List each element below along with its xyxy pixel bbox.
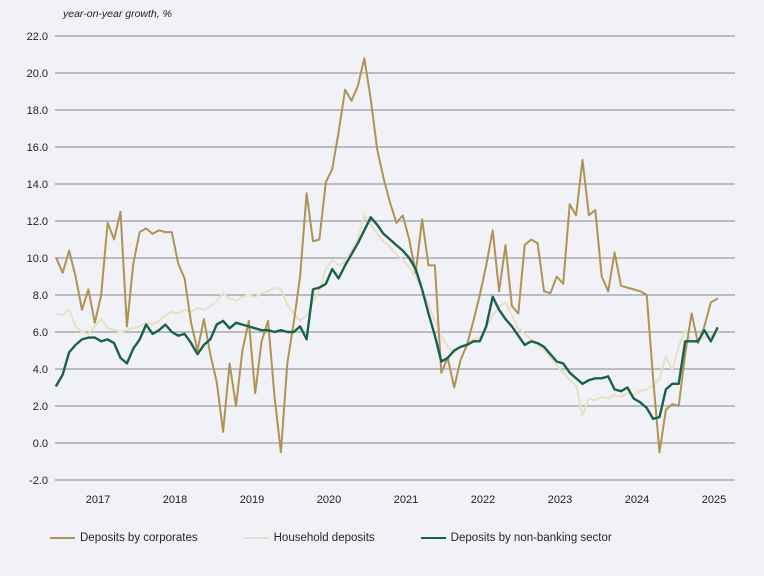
y-axis-tick-label: 16.0: [27, 142, 48, 154]
legend-label-nonbanking: Deposits by non-banking sector: [450, 532, 612, 544]
y-axis-tick-label: 18.0: [27, 105, 48, 117]
legend-label-household: Household deposits: [273, 532, 375, 544]
legend-swatch-corporates-line: [50, 537, 75, 539]
x-axis-tick-label: 2024: [625, 494, 649, 506]
x-axis-tick-label: 2022: [471, 494, 495, 506]
x-axis-tick-label: 2018: [163, 494, 187, 506]
y-axis-tick-label: 2.0: [33, 401, 48, 413]
legend-swatch-nonbanking-line: [420, 537, 446, 539]
chart-title: year-on-year growth, %: [63, 8, 172, 20]
legend-item-nonbanking: Deposits by non-banking sector: [420, 532, 612, 544]
y-axis-tick-label: 4.0: [33, 364, 48, 376]
x-axis-tick-label: 2019: [240, 494, 264, 506]
y-axis-tick-label: 22.0: [27, 31, 48, 43]
series-line-household-deposits: [55, 214, 719, 417]
y-axis-tick-label: -2.0: [29, 475, 48, 487]
legend-swatch-household-line: [243, 537, 269, 539]
legend-label-corporates: Deposits by corporates: [80, 532, 198, 544]
y-axis-tick-label: 8.0: [33, 290, 48, 302]
y-axis-tick-label: 0.0: [33, 438, 48, 450]
y-axis-tick-label: 14.0: [27, 179, 48, 191]
series-line-deposits-by-non-banking-sector: [55, 216, 719, 421]
series-line-deposits-by-corporates: [55, 57, 719, 454]
x-axis-tick-label: 2025: [702, 494, 726, 506]
legend-item-corporates: Deposits by corporates: [50, 532, 198, 544]
x-axis-tick-label: 2017: [86, 494, 110, 506]
y-axis-tick-label: 10.0: [27, 253, 48, 265]
x-axis-tick-label: 2020: [317, 494, 341, 506]
legend-item-household: Household deposits: [243, 532, 375, 544]
y-axis-tick-label: 20.0: [27, 68, 48, 80]
x-axis-tick-label: 2023: [548, 494, 572, 506]
legend: Deposits by corporates Household deposit…: [50, 532, 612, 544]
y-axis-tick-label: 6.0: [33, 327, 48, 339]
x-axis-tick-label: 2021: [394, 494, 418, 506]
y-axis-tick-label: 12.0: [27, 216, 48, 228]
